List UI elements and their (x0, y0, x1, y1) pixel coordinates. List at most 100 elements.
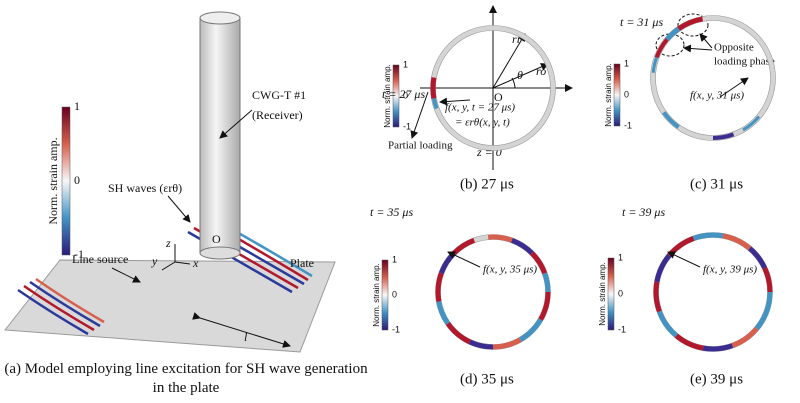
radius-arrow (492, 63, 549, 89)
formula: f(x, y, 39 μs) (703, 264, 757, 276)
colorbar (607, 257, 615, 331)
colorbar (381, 259, 389, 331)
strain-arc (674, 333, 704, 351)
arrow (699, 33, 713, 49)
formula: f(x, y, 35 μs) (483, 264, 537, 276)
strain-arc (653, 281, 662, 313)
time-label: t = 39 μs (622, 205, 665, 219)
strain-arc (538, 291, 551, 321)
colorbar-tick-label: -1 (392, 324, 400, 334)
origin-label: O (212, 232, 221, 246)
strain-arc (436, 301, 451, 325)
colorbar-label: Norm. strain amp. (604, 63, 613, 127)
time-label: t = 31 μs (620, 15, 663, 29)
strain-arc (665, 26, 681, 42)
phase-label: Opposite (714, 42, 754, 54)
strain-arc (510, 237, 534, 255)
strain-arc (731, 326, 759, 348)
radius-arrow (492, 33, 526, 89)
ring-edge (650, 15, 776, 141)
arrow (683, 44, 713, 53)
strain-arc (702, 343, 734, 352)
strain-arc (712, 132, 735, 140)
strain-arc (667, 236, 695, 258)
radius-label: ri (512, 32, 520, 46)
colorbar (61, 106, 71, 256)
colorbar-tick-label: 0 (624, 89, 629, 99)
colorbar-tick-label: 0 (618, 288, 623, 298)
axis-label: z (165, 236, 171, 250)
receiver-label: CWG-T #1 (252, 88, 306, 102)
colorbar-tick-label: 0 (403, 90, 408, 100)
formula: f(x, y, 31 μs) (690, 90, 744, 102)
arrow (167, 195, 191, 223)
strain-arc (492, 337, 522, 350)
arrow (219, 109, 253, 139)
strain-arc (654, 38, 669, 59)
strain-arc (742, 115, 761, 132)
strain-arc (530, 251, 548, 275)
waves-label: SH waves (εrθ) (108, 181, 182, 195)
ring-edge (440, 239, 546, 345)
waveguide (199, 17, 241, 254)
waveguide-base (199, 246, 241, 260)
colorbar-tick-label: 1 (624, 58, 629, 68)
colorbar (613, 63, 621, 127)
strain-arc (722, 233, 752, 251)
axis (161, 261, 176, 271)
colorbar (392, 64, 400, 128)
angle-label: θ (517, 68, 523, 82)
axis-label: x (192, 256, 199, 270)
colorbar-tick-label: 1 (74, 99, 80, 113)
strain-arc (747, 246, 767, 270)
strain-arc (445, 322, 471, 345)
plate-label: Plate (290, 256, 314, 270)
colorbar-tick-label: -1 (74, 247, 84, 261)
origin-label: O (494, 90, 503, 104)
strain-arc (542, 272, 551, 293)
strain-arc (762, 266, 773, 293)
highlight (677, 13, 709, 37)
formula: = εrθ(x, y, t) (455, 117, 510, 129)
loading-label: Partial loading (388, 140, 453, 152)
strain-arc (657, 310, 679, 338)
colorbar-tick-label: -1 (624, 120, 632, 130)
axis-label: y (151, 254, 158, 268)
strain-arc (431, 98, 439, 110)
formula: f(x, y, t = 27 μs) (445, 102, 515, 114)
strain-arc (519, 318, 543, 342)
wave-stripes (17, 216, 313, 336)
strain-arc (487, 234, 513, 243)
angle-arc (511, 77, 516, 89)
dimension-line (192, 312, 291, 348)
strain-arc (692, 232, 724, 241)
strain-arc (430, 77, 437, 99)
length-label: l (244, 330, 248, 344)
arrow (719, 77, 749, 98)
source-label: Line source (72, 252, 128, 266)
receiver-note: (Receiver) (252, 108, 303, 122)
strain-arc (435, 272, 444, 302)
colorbar-label: Norm. strain amp. (372, 263, 381, 327)
strain-arc (468, 339, 494, 350)
arrow (667, 251, 701, 268)
colorbar-tick-label: 0 (74, 173, 80, 187)
caption: (c) 31 μs (690, 176, 743, 192)
caption: (e) 39 μs (690, 371, 743, 387)
ring-edge (658, 237, 768, 347)
colorbar-tick-label: -1 (618, 324, 626, 334)
caption: (d) 35 μs (460, 371, 514, 387)
colorbar-label: Norm. strain amp. (46, 137, 60, 224)
time-label: t = 35 μs (370, 205, 413, 219)
time-label: t = 27 μs (382, 87, 425, 101)
arrow (111, 267, 141, 283)
phase-label: loading phase (714, 56, 775, 68)
ring-edge (435, 30, 551, 146)
caption: (b) 27 μs (460, 176, 514, 192)
strain-arc (651, 56, 659, 73)
strain-arc (662, 111, 680, 129)
strain-arc (677, 16, 704, 31)
axis (174, 261, 191, 265)
colorbar-label: Norm. strain amp. (598, 262, 607, 326)
arrow (447, 251, 481, 268)
